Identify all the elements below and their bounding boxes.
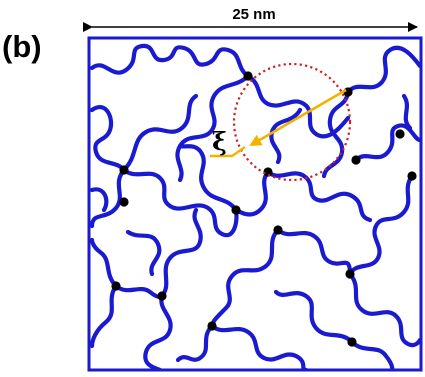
polymer-chain [89, 237, 119, 289]
crosslink-node [119, 197, 129, 207]
polymer-chain [209, 227, 281, 329]
polymer-chain [113, 283, 165, 300]
crosslink-node [243, 71, 253, 81]
polymer-chain [175, 323, 215, 363]
crosslink-node [263, 167, 273, 177]
crosslink-node [351, 155, 361, 165]
crosslink-node [111, 281, 121, 291]
polymer-chain [175, 73, 251, 183]
polymer-chain [347, 173, 415, 277]
crosslink-node [395, 129, 405, 139]
crosslinks [111, 71, 417, 347]
polymer-chain [233, 169, 271, 217]
xi-leader-line [210, 146, 246, 158]
scale-bar-label: 25 nm [232, 6, 275, 23]
polymer-chain [347, 271, 421, 348]
polymer-chain [121, 167, 239, 238]
crosslink-node [407, 171, 417, 181]
polymer-chain [89, 187, 109, 213]
panel-label: (b) [2, 29, 42, 64]
polymer-chain [89, 167, 127, 229]
polymer-chain [177, 143, 239, 213]
polymer-chain [273, 289, 355, 345]
simulation-box [87, 36, 423, 372]
crosslink-node [157, 291, 167, 301]
crosslink-node [119, 165, 129, 175]
polymer-chain [349, 339, 395, 370]
polymer-chain [121, 93, 199, 173]
polymer-chain [89, 43, 251, 79]
polymer-chain [209, 323, 309, 370]
polymer-chain [265, 169, 373, 223]
polymer-chain [89, 105, 127, 173]
crosslink-node [273, 225, 283, 235]
polymer-chain [401, 93, 413, 131]
crosslink-node [231, 205, 241, 215]
polymer-chain [125, 229, 162, 277]
polymer-chains [89, 43, 421, 370]
polymer-chain [143, 293, 173, 370]
correlation-length-circle [232, 62, 352, 182]
crosslink-node [347, 337, 357, 347]
scale-bar: 25 nm [83, 6, 418, 32]
xi-arrow [249, 88, 347, 147]
correlation-length-indicator: ξ [210, 88, 347, 158]
polymer-chain [159, 207, 203, 299]
polymer-chain [245, 73, 351, 139]
polymer-chain [275, 227, 353, 277]
polymer-chain [345, 45, 421, 95]
crosslink-node [345, 269, 355, 279]
polymer-chain [321, 89, 351, 179]
xi-label: ξ [212, 127, 227, 156]
polymer-chain [353, 123, 421, 163]
crosslink-node [207, 321, 217, 331]
polymer-chain [89, 283, 119, 349]
